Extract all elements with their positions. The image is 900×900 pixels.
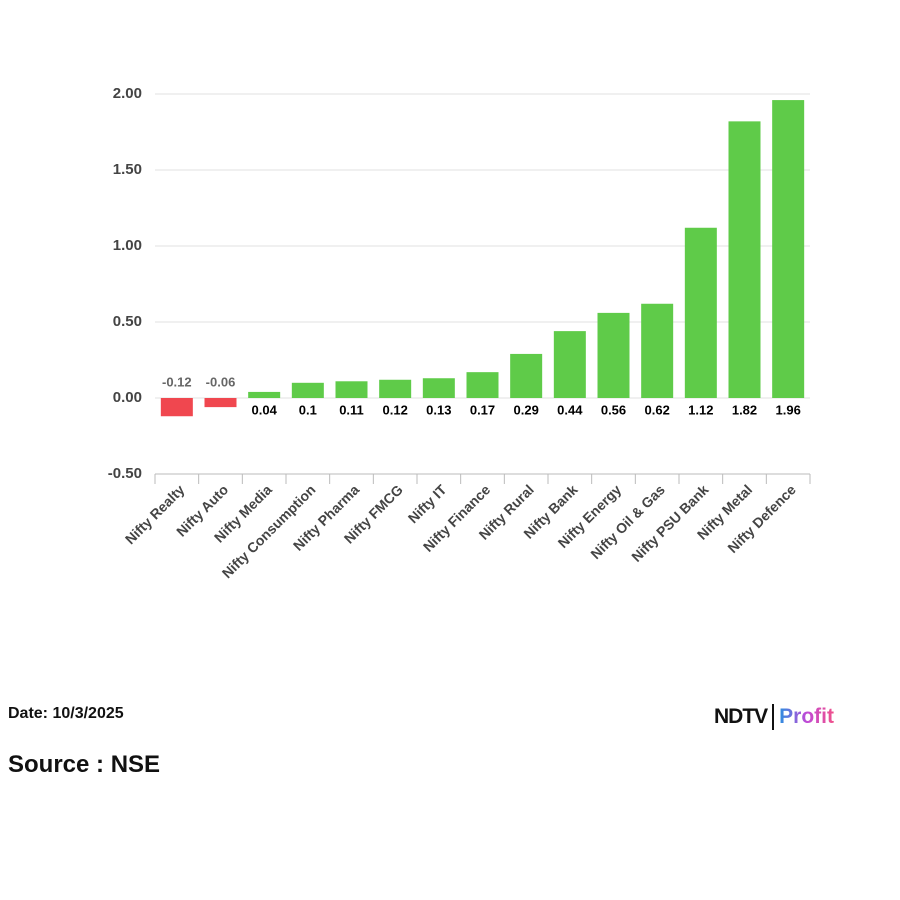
value-label: 0.13 xyxy=(426,402,451,417)
logo-profit: Profit xyxy=(779,705,834,728)
y-tick-label: 0.50 xyxy=(113,313,142,330)
value-label: 0.62 xyxy=(645,402,670,417)
bar xyxy=(248,391,281,398)
value-label: 0.17 xyxy=(470,402,495,417)
logo-divider xyxy=(772,704,775,730)
bar xyxy=(597,312,630,398)
x-tick-label: Nifty Oil & Gas xyxy=(587,481,668,562)
bar xyxy=(379,379,412,398)
value-label: 1.96 xyxy=(776,402,801,417)
value-label: 0.29 xyxy=(514,402,539,417)
bar xyxy=(204,398,237,408)
value-label: 0.56 xyxy=(601,402,626,417)
bar xyxy=(466,372,499,398)
x-tick-label: Nifty Realty xyxy=(122,481,188,547)
date: Date: 10/3/2025 xyxy=(8,705,124,722)
bar xyxy=(684,227,717,398)
x-tick-label: Nifty PSU Bank xyxy=(628,481,712,565)
logo-ndtv: NDTV xyxy=(714,705,768,728)
value-label: -0.06 xyxy=(206,374,236,389)
value-label: 1.12 xyxy=(688,402,713,417)
logo: NDTV Profit xyxy=(714,704,834,730)
bar xyxy=(422,378,455,398)
y-tick-label: -0.50 xyxy=(108,465,142,482)
value-label: 0.11 xyxy=(339,402,364,417)
y-tick-label: 0.00 xyxy=(113,389,142,406)
value-label: 1.82 xyxy=(732,402,757,417)
y-tick-label: 2.00 xyxy=(113,85,142,102)
value-label: 0.1 xyxy=(299,402,317,417)
bar xyxy=(641,303,674,398)
value-label: 0.12 xyxy=(383,402,408,417)
value-label: -0.12 xyxy=(162,374,192,389)
bar xyxy=(291,382,324,398)
bar xyxy=(553,331,586,398)
bar xyxy=(510,353,543,398)
bar xyxy=(160,398,193,417)
y-tick-label: 1.00 xyxy=(113,237,142,254)
value-label: 0.04 xyxy=(252,402,278,417)
bar xyxy=(335,381,368,398)
bar xyxy=(728,121,761,399)
bar xyxy=(772,100,805,398)
y-tick-label: 1.50 xyxy=(113,161,142,178)
chart: -0.50 0.00 0.50 1.00 1.50 2.00 Nifty Realty -0.… xyxy=(108,85,811,581)
source: Source : NSE xyxy=(8,751,161,778)
value-label: 0.44 xyxy=(557,402,583,417)
